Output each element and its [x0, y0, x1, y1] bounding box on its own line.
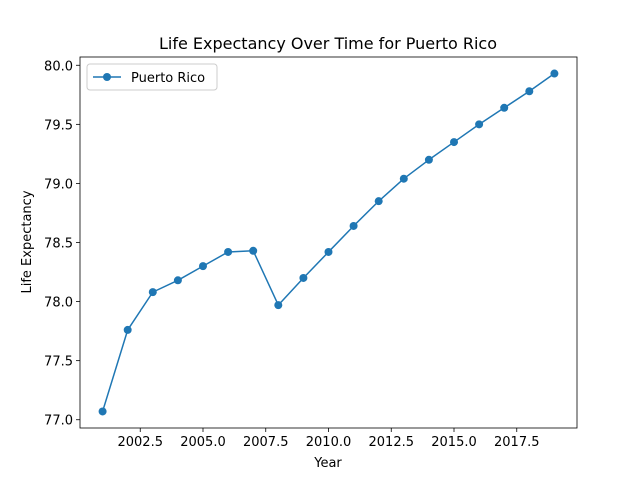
data-point [500, 103, 509, 112]
data-point [475, 120, 484, 129]
x-tick-label: 2002.5 [117, 435, 163, 450]
data-point [173, 276, 182, 285]
y-tick-label: 79.5 [44, 118, 73, 133]
y-axis-label: Life Expectancy [20, 190, 35, 293]
x-axis-label: Year [313, 456, 342, 471]
chart-title: Life Expectancy Over Time for Puerto Ric… [159, 34, 497, 53]
data-point [349, 221, 358, 230]
legend-entry-label: Puerto Rico [131, 71, 205, 86]
x-tick-label: 2015.0 [431, 435, 477, 450]
x-tick-label: 2005.0 [180, 435, 226, 450]
y-tick-label: 77.5 [44, 355, 73, 370]
data-point [424, 155, 433, 164]
y-tick-label: 77.0 [44, 414, 73, 429]
data-point [399, 174, 408, 183]
series-layer [98, 69, 559, 416]
y-tick-label: 78.0 [44, 296, 73, 311]
legend-marker-swatch [103, 73, 111, 81]
y-tick-label: 79.0 [44, 177, 73, 192]
data-point [123, 325, 132, 334]
data-point [198, 262, 207, 271]
x-tick-label: 2007.5 [243, 435, 289, 450]
x-tick-label: 2010.0 [306, 435, 352, 450]
legend-frame [86, 63, 218, 91]
y-tick-label: 80.0 [44, 59, 73, 74]
data-point [525, 87, 534, 96]
x-tick-label: 2017.5 [494, 435, 540, 450]
data-point [450, 138, 459, 147]
data-point [324, 247, 333, 256]
legend: Puerto Rico [86, 63, 218, 91]
data-point [249, 246, 258, 255]
x-tick-label: 2012.5 [369, 435, 415, 450]
y-axis-ticks: 77.0 77.5 78.0 78.5 79.0 79.5 80.0 [44, 59, 80, 429]
data-point [550, 69, 559, 78]
data-point [98, 407, 107, 416]
data-point [148, 288, 157, 297]
data-point [299, 273, 308, 282]
data-point [274, 301, 283, 310]
y-tick-label: 78.5 [44, 237, 73, 252]
data-point [374, 197, 383, 206]
data-point [224, 247, 233, 256]
x-axis-ticks: 2002.5 2005.0 2007.5 2010.0 2012.5 2015.0 2017… [117, 428, 540, 450]
